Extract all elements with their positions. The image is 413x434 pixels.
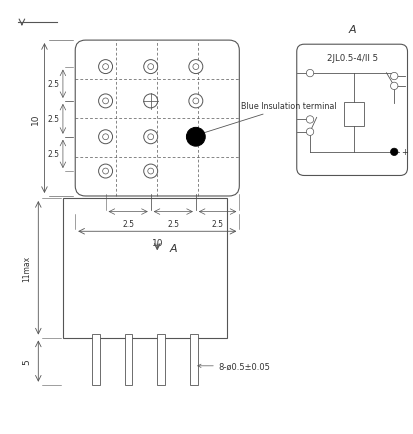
Text: 2.5: 2.5 — [167, 220, 179, 228]
Text: A: A — [170, 243, 177, 253]
Text: 2.5: 2.5 — [48, 150, 60, 159]
Text: A: A — [348, 25, 356, 35]
Circle shape — [99, 131, 113, 145]
Circle shape — [391, 73, 398, 81]
Circle shape — [306, 116, 314, 124]
Circle shape — [189, 95, 203, 108]
Text: 5: 5 — [22, 358, 31, 364]
Circle shape — [99, 60, 113, 74]
Circle shape — [306, 129, 314, 136]
Bar — [125, 335, 133, 385]
Text: 8-ø0.5±0.05: 8-ø0.5±0.05 — [198, 362, 271, 371]
Bar — [190, 335, 198, 385]
Bar — [92, 335, 100, 385]
Circle shape — [103, 65, 109, 70]
Circle shape — [186, 128, 205, 147]
Circle shape — [193, 99, 199, 105]
Text: 2JL0.5-4/II 5: 2JL0.5-4/II 5 — [327, 54, 378, 62]
Circle shape — [306, 70, 314, 78]
Circle shape — [103, 99, 109, 105]
Bar — [157, 335, 165, 385]
FancyBboxPatch shape — [297, 45, 408, 176]
Circle shape — [99, 164, 113, 179]
Circle shape — [99, 95, 113, 108]
Bar — [63, 199, 227, 338]
Circle shape — [391, 149, 398, 156]
Text: 2.5: 2.5 — [122, 220, 134, 228]
Circle shape — [189, 60, 203, 74]
Circle shape — [391, 83, 398, 90]
Circle shape — [148, 169, 154, 174]
Text: 10: 10 — [31, 113, 40, 125]
Circle shape — [144, 164, 158, 179]
Circle shape — [144, 95, 158, 108]
Circle shape — [144, 131, 158, 145]
Circle shape — [144, 60, 158, 74]
Text: 2.5: 2.5 — [48, 80, 60, 89]
Bar — [344, 103, 364, 126]
Circle shape — [193, 65, 199, 70]
Text: +: + — [401, 148, 408, 157]
Text: 2.5: 2.5 — [48, 115, 60, 124]
Text: Blue Insulation terminal: Blue Insulation terminal — [201, 102, 337, 135]
Circle shape — [103, 135, 109, 140]
Circle shape — [103, 169, 109, 174]
Text: 11max: 11max — [22, 255, 31, 281]
Text: 2.5: 2.5 — [211, 220, 223, 228]
Circle shape — [148, 65, 154, 70]
Text: 10: 10 — [152, 238, 163, 247]
Circle shape — [148, 135, 154, 140]
